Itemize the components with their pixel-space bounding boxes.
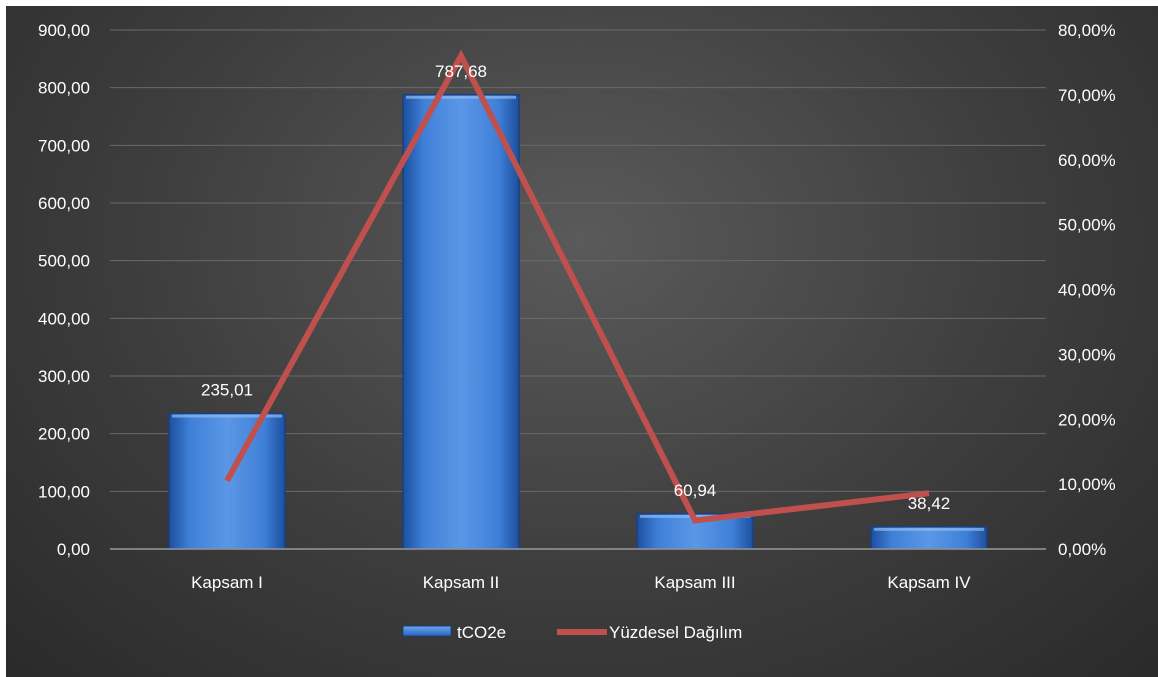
chart-canvas: 0,00 100,00 200,00 300,00 400,00 500,00 600,00… <box>38 21 1116 642</box>
line-series-path <box>224 49 930 524</box>
right-tick-label: 50,00% <box>1058 216 1116 235</box>
x-tick-label: Kapsam II <box>423 573 500 592</box>
bar <box>402 94 520 550</box>
bar-highlight <box>874 527 984 531</box>
left-axis-ticks: 0,00 100,00 200,00 300,00 400,00 500,00 600,00… <box>38 21 90 559</box>
bar <box>168 412 286 550</box>
line-series <box>224 49 930 524</box>
left-tick-label: 0,00 <box>57 540 90 559</box>
data-labels: 235,01 787,68 60,94 38,42 <box>201 62 950 513</box>
right-tick-label: 40,00% <box>1058 281 1116 300</box>
right-tick-label: 60,00% <box>1058 151 1116 170</box>
x-tick-label: Kapsam IV <box>887 573 971 592</box>
x-tick-label: Kapsam III <box>654 573 735 592</box>
left-tick-label: 600,00 <box>38 194 90 213</box>
left-tick-label: 300,00 <box>38 367 90 386</box>
x-tick-label: Kapsam I <box>191 573 263 592</box>
left-tick-label: 500,00 <box>38 252 90 271</box>
bar-highlight <box>406 95 516 99</box>
combo-chart: 0,00 100,00 200,00 300,00 400,00 500,00 600,00… <box>6 6 1158 677</box>
bar-data-label: 60,94 <box>674 481 717 500</box>
bar-data-label: 38,42 <box>908 494 951 513</box>
left-tick-label: 200,00 <box>38 425 90 444</box>
left-tick-label: 100,00 <box>38 482 90 501</box>
right-tick-label: 0,00% <box>1058 540 1106 559</box>
right-tick-label: 30,00% <box>1058 345 1116 364</box>
legend-label-bar: tCO2e <box>457 623 506 642</box>
legend-label-line: Yüzdesel Dağılım <box>609 623 742 642</box>
right-tick-label: 20,00% <box>1058 410 1116 429</box>
right-tick-label: 70,00% <box>1058 86 1116 105</box>
legend-swatch-bar <box>402 625 452 637</box>
right-axis-ticks: 0,00% 10,00% 20,00% 30,00% 40,00% 50,00% 60,00… <box>1058 21 1116 559</box>
left-tick-label: 900,00 <box>38 21 90 40</box>
right-tick-label: 80,00% <box>1058 21 1116 40</box>
left-tick-label: 700,00 <box>38 136 90 155</box>
bar-highlight <box>172 414 282 418</box>
left-tick-label: 400,00 <box>38 309 90 328</box>
bar-data-label: 787,68 <box>435 62 487 81</box>
x-axis: Kapsam I Kapsam II Kapsam III Kapsam IV <box>110 548 1046 592</box>
bar-series <box>168 94 988 550</box>
right-tick-label: 10,00% <box>1058 475 1116 494</box>
legend: tCO2e Yüzdesel Dağılım <box>402 623 742 642</box>
left-tick-label: 800,00 <box>38 79 90 98</box>
bar-data-label: 235,01 <box>201 380 253 399</box>
